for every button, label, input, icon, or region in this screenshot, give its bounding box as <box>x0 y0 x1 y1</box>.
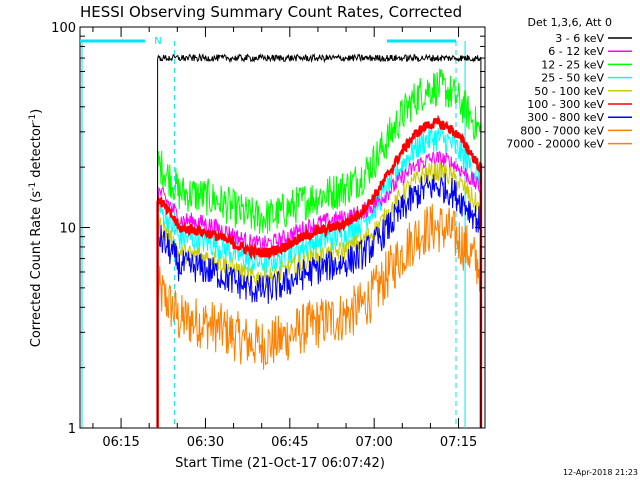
x-tick-label: 06:15 <box>102 435 139 450</box>
y-axis-label: Corrected Count Rate (s-1 detector-1) <box>28 109 44 347</box>
legend-entry-label: 25 - 50 keV <box>541 72 604 85</box>
chart-title: HESSI Observing Summary Count Rates, Cor… <box>80 3 462 21</box>
series-line <box>157 52 482 428</box>
timestamp: 12-Apr-2018 21:23 <box>563 468 638 477</box>
y-tick-label: 1 <box>68 422 76 437</box>
legend-entry-label: 300 - 800 keV <box>527 111 604 124</box>
y-tick-label: 100 <box>51 21 76 36</box>
x-axis: 06:15 06:30 06:45 07:00 07:15 <box>92 27 477 450</box>
y-tick-label: 10 <box>59 222 76 237</box>
series-line <box>157 203 482 428</box>
x-tick-label: 07:00 <box>355 435 392 450</box>
attenuator-label: N <box>154 36 161 47</box>
series-line <box>157 68 482 428</box>
series-line <box>156 114 483 428</box>
legend-title: Det 1,3,6, Att 0 <box>528 16 612 29</box>
legend-entry-label: 12 - 25 keV <box>541 58 604 71</box>
x-tick-label: 06:45 <box>271 435 308 450</box>
legend-entry-label: 6 - 12 keV <box>548 45 604 58</box>
series-line <box>157 125 482 428</box>
series-line <box>157 150 482 428</box>
plot-area: N <box>79 26 486 429</box>
x-tick-label: 07:15 <box>440 435 477 450</box>
legend-entry-label: 100 - 300 keV <box>527 98 604 111</box>
legend-entry-label: 7000 - 20000 keV <box>506 138 604 151</box>
y-axis: 1 10 100 <box>51 21 485 437</box>
legend-entry-label: 50 - 100 keV <box>534 85 604 98</box>
series-line <box>157 173 482 428</box>
x-axis-label: Start Time (21-Oct-17 06:07:42) <box>175 456 385 471</box>
legend-entry-label: 3 - 6 keV <box>555 32 604 45</box>
legend-entry-label: 800 - 7000 keV <box>520 124 604 137</box>
x-tick-label: 06:30 <box>187 435 224 450</box>
